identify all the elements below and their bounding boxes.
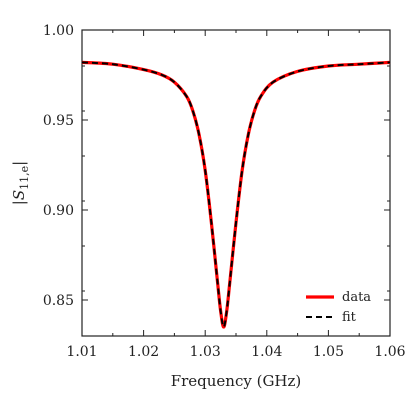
x-tick-label: 1.05 bbox=[313, 344, 344, 360]
x-tick-label: 1.02 bbox=[128, 344, 159, 360]
y-tick-label: 1.00 bbox=[43, 23, 74, 39]
x-tick-label: 1.01 bbox=[66, 344, 97, 360]
y-tick-label: 0.90 bbox=[43, 203, 74, 219]
series-line-fit bbox=[81, 61, 391, 328]
y-axis-title-bar-right: | bbox=[10, 161, 28, 166]
y-axis-title-sub: 11,e bbox=[18, 166, 31, 190]
legend: data fit bbox=[306, 290, 371, 325]
x-axis-title: Frequency (GHz) bbox=[171, 372, 302, 390]
series-line-data bbox=[81, 60, 391, 329]
y-tick-label: 0.95 bbox=[43, 113, 74, 129]
y-axis-title: |S11,e| bbox=[10, 161, 31, 205]
y-axis-title-bar-left: | bbox=[10, 200, 28, 205]
ticks: 1.01 1.02 1.03 1.04 1.05 1.06 0.85 0.90 0.95 1.00 bbox=[43, 23, 406, 360]
x-tick-label: 1.04 bbox=[251, 344, 282, 360]
legend-label-data: data bbox=[342, 290, 371, 305]
y-axis-title-text: |S11,e| bbox=[10, 161, 31, 205]
series-layer bbox=[81, 60, 391, 329]
y-axis-title-main: S bbox=[10, 190, 28, 200]
x-tick-label: 1.06 bbox=[374, 344, 405, 360]
x-tick-label: 1.03 bbox=[190, 344, 221, 360]
legend-label-fit: fit bbox=[342, 310, 357, 325]
y-tick-label: 0.85 bbox=[43, 293, 74, 309]
